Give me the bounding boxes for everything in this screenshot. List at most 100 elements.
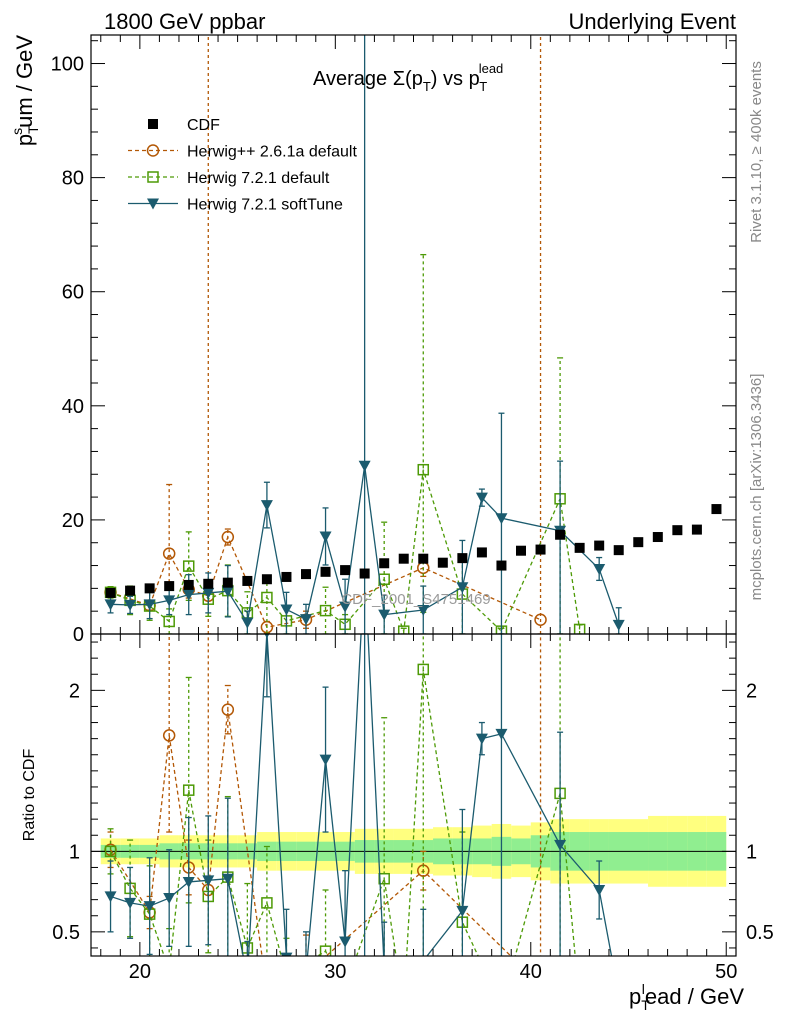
ratio-point-herwig-7-2-1-softtune (613, 990, 625, 1001)
analysis-id-label: CDF_2001_S4751469 (341, 591, 490, 608)
plot-title: Average Σ(pT) vs plead T (313, 61, 503, 94)
ratio-point-herwig-7-2-1-softtune (241, 972, 253, 983)
main-point-cdf (242, 575, 253, 586)
main-point-herwig-7-2-1-default (573, 623, 586, 634)
main-point-herwig-7-2-1-softtune (163, 595, 176, 607)
ratio-point-herwig-7-2-1-softtune (124, 897, 137, 909)
main-point-herwig-7-2-1-softtune (280, 604, 293, 616)
main-point-cdf (652, 532, 663, 543)
main-point-herwig-7-2-1-softtune (300, 614, 312, 626)
main-point-cdf (301, 569, 311, 580)
legend-label-cdf: CDF (187, 117, 220, 134)
main-point-herwig-7-2-1-softtune (319, 531, 332, 543)
legend-marker-herwig-2-6-1a-default (146, 144, 160, 157)
main-point-herwig-7-2-1-softtune (417, 605, 430, 617)
main-point-cdf (320, 566, 331, 577)
ratio-point-herwig-7-2-1-softtune (339, 936, 352, 948)
axes: 20 30 40 50 0 20 40 60 80 100 0.5 0.5 1 1 2 2 (51, 35, 774, 983)
ratio-point-herwig-7-2-1-softtune (182, 876, 195, 888)
ratio-point-herwig-7-2-1-default (164, 965, 174, 975)
main-point-cdf (261, 574, 272, 585)
ratio-point-herwig-7-2-1-softtune (163, 893, 176, 905)
ratio-point-herwig-2-6-1a-default (162, 729, 176, 742)
mcplots-label: mcplots.cern.ch [arXiv:1306.3436] (748, 374, 765, 601)
y-axis-title: pTsum / GeV (9, 35, 41, 146)
legend-marker-herwig-7-2-1-default (147, 171, 159, 183)
ratio-y-tick-label: 1 (69, 841, 80, 863)
main-point-cdf (555, 529, 566, 540)
main-plot-series (104, 35, 722, 634)
legend-entry-cdf: CDF (148, 117, 220, 134)
x-tick-label: 20 (129, 961, 151, 983)
main-point-herwig-7-2-1-default (261, 591, 273, 604)
main-point-herwig-7-2-1-softtune (456, 582, 469, 594)
main-point-herwig-7-2-1-softtune (104, 599, 117, 611)
main-point-cdf (398, 553, 409, 564)
legend: CDF Herwig++ 2.6.1a default Herwig 7.2.1 d… (128, 117, 357, 214)
main-point-herwig-7-2-1-softtune (339, 601, 352, 613)
main-point-herwig-7-2-1-softtune (358, 460, 371, 472)
ratio-point-herwig-7-2-1-default (399, 1001, 409, 1011)
main-point-herwig-7-2-1-softtune (202, 587, 215, 599)
ratio-point-herwig-7-2-1-softtune (554, 839, 567, 851)
y-tick-label: 40 (62, 396, 84, 418)
ratio-point-herwig-7-2-1-softtune (593, 884, 606, 896)
energy-label: 1800 GeV ppbar (104, 9, 265, 34)
main-point-cdf (574, 542, 585, 553)
main-point-cdf (672, 525, 683, 536)
ratio-point-herwig-2-6-1a-default (261, 986, 272, 997)
ratio-point-herwig-7-2-1-softtune (456, 905, 469, 917)
ratio-point-herwig-7-2-1-default (319, 945, 332, 956)
main-point-cdf (359, 568, 370, 579)
main-point-cdf (418, 553, 429, 564)
x-axis-title: pTlead / GeV (629, 981, 744, 1013)
legend-entry-herwig-7-2-1-softtune: Herwig 7.2.1 softTune (128, 197, 343, 214)
ratio-point-herwig-7-2-1-softtune (143, 901, 156, 913)
ratio-point-herwig-7-2-1-default (261, 897, 273, 909)
main-point-cdf (594, 540, 605, 551)
ratio-point-herwig-7-2-1-softtune (202, 875, 215, 887)
ratio-point-herwig-7-2-1-default (281, 970, 291, 980)
ratio-point-herwig-7-2-1-default (417, 663, 430, 676)
main-line-herwig-7-2-1-softtune (110, 465, 620, 626)
ratio-line-herwig-7-2-1-softtune (110, 634, 613, 956)
x-tick-label: 50 (715, 961, 737, 983)
main-point-herwig-7-2-1-softtune (221, 586, 234, 598)
main-series-herwig-7-2-1-softtune (104, 35, 625, 634)
ratio-point-herwig-7-2-1-default (182, 784, 195, 796)
y-tick-label: 80 (62, 168, 84, 190)
ratio-point-herwig-7-2-1-softtune (417, 955, 430, 956)
main-point-herwig-7-2-1-default (163, 615, 175, 628)
main-point-herwig-7-2-1-softtune (593, 563, 606, 575)
main-point-herwig-7-2-1-default (182, 560, 195, 572)
rivet-version-label: Rivet 3.1.10, ≥ 400k events (748, 61, 765, 243)
main-point-cdf (613, 545, 624, 556)
main-point-herwig-7-2-1-softtune (475, 492, 488, 504)
main-series-cdf (105, 504, 722, 598)
ratio-plot-series (104, 634, 625, 1011)
main-point-herwig-7-2-1-softtune (260, 500, 273, 512)
ratio-y-tick-label-right: 2 (746, 680, 757, 702)
ratio-y-tick-label-right: 0.5 (746, 922, 774, 944)
ratio-point-herwig-2-6-1a-default (301, 968, 312, 979)
main-point-cdf (281, 571, 292, 582)
main-point-herwig-2-6-1a-default (534, 613, 547, 626)
x-tick-label: 40 (520, 961, 542, 983)
legend-label-herwig-2-6-1a-default: Herwig++ 2.6.1a default (187, 144, 357, 161)
ratio-point-herwig-7-2-1-default (340, 983, 350, 993)
main-point-herwig-7-2-1-softtune (124, 599, 137, 611)
main-point-cdf (222, 577, 233, 588)
main-point-cdf (105, 587, 116, 598)
main-point-cdf (125, 585, 136, 596)
main-point-cdf (340, 565, 351, 576)
ratio-point-herwig-7-2-1-softtune (264, 634, 270, 639)
ratio-point-herwig-7-2-1-default (496, 1001, 506, 1011)
ratio-point-herwig-7-2-1-softtune (495, 728, 508, 740)
main-point-cdf (535, 544, 546, 555)
main-point-herwig-7-2-1-softtune (378, 609, 391, 621)
legend-marker-herwig-7-2-1-softtune (147, 198, 159, 210)
legend-label-herwig-7-2-1-softtune: Herwig 7.2.1 softTune (187, 197, 343, 214)
main-point-herwig-2-6-1a-default (162, 547, 176, 560)
ratio-point-herwig-7-2-1-softtune (104, 891, 117, 903)
